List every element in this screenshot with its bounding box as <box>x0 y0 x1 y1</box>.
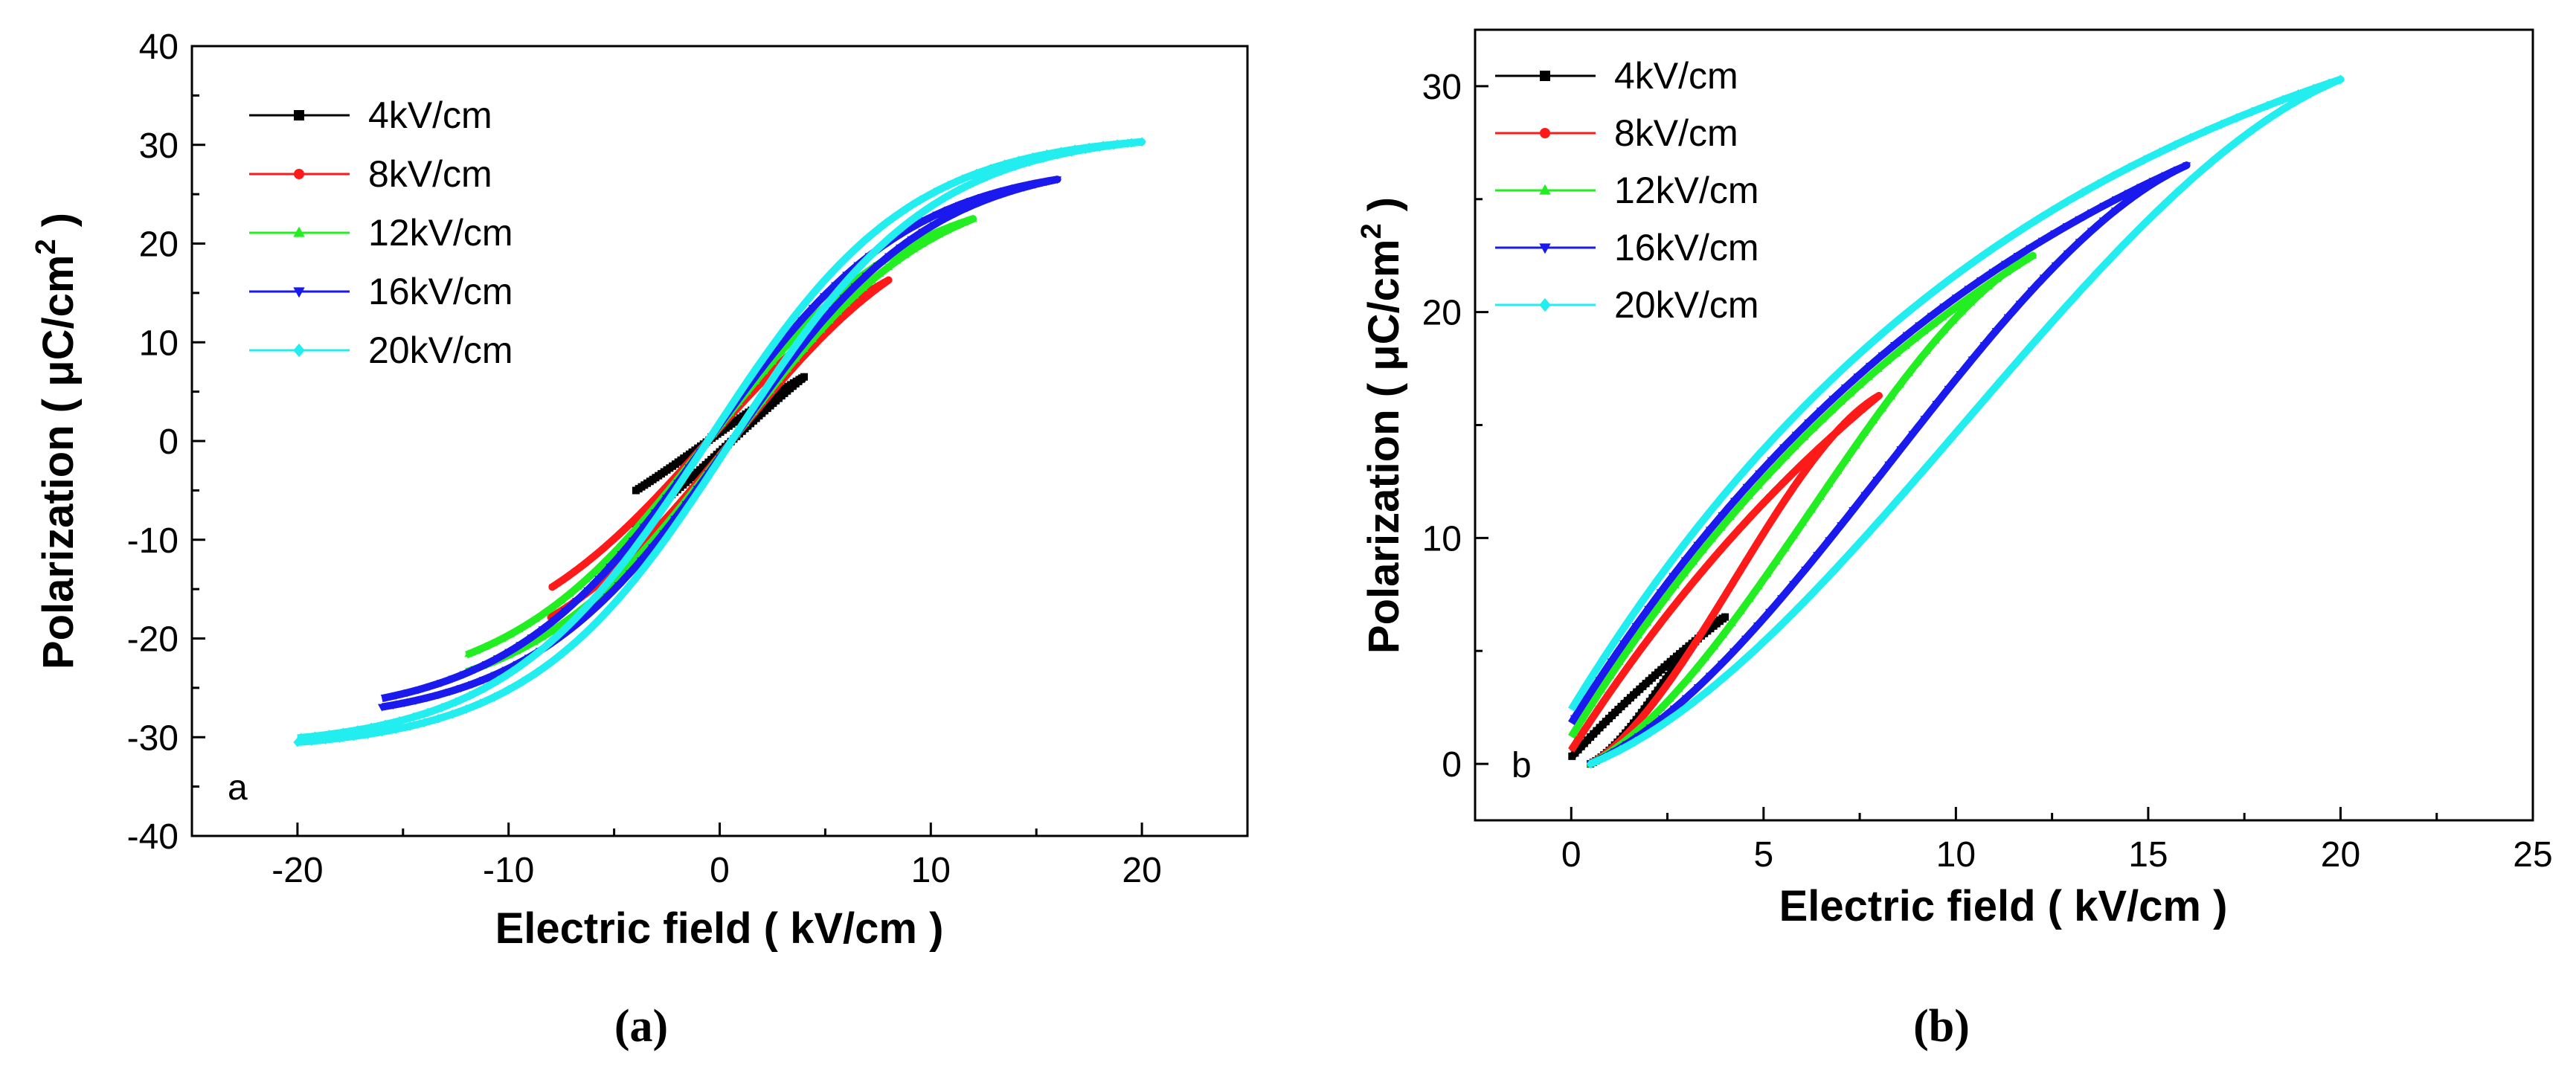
y-tick-label-b: 10 <box>1422 519 1462 559</box>
legend-marker <box>293 343 305 358</box>
legend-item-16kv-cm-a: 16kV/cm <box>249 271 513 312</box>
x-tick-label-b: 0 <box>1561 835 1581 875</box>
legend-marker <box>1540 71 1550 81</box>
y-tick-label-a: -30 <box>127 718 179 758</box>
legend-item-4kv-cm-a: 4kV/cm <box>249 94 492 136</box>
legend-label: 12kV/cm <box>1614 170 1759 211</box>
x-tick-label-b: 20 <box>2321 835 2360 875</box>
x-tick-label-a: 0 <box>710 851 730 890</box>
loops-b <box>1568 74 2345 769</box>
legend-item-16kv-cm-b: 16kV/cm <box>1495 227 1759 268</box>
y-tick-label-a: -20 <box>127 620 179 660</box>
y-tick-label-a: 10 <box>139 324 179 363</box>
panel-letter-b: b <box>1512 746 1532 785</box>
legend-item-8kv-cm-b: 8kV/cm <box>1495 112 1738 154</box>
legend-item-12kv-cm-a: 12kV/cm <box>249 212 513 254</box>
plot-frame-a <box>190 45 1249 837</box>
legend-marker <box>293 226 305 237</box>
tick-marks-b <box>1474 85 2534 820</box>
y-axis-title-b-sup: 2 <box>1356 223 1387 239</box>
y-tick-label-a: 40 <box>139 28 179 67</box>
tick-marks-a <box>190 45 1249 837</box>
legend-label: 12kV/cm <box>368 212 513 254</box>
series-20kv-cm-b <box>1568 74 2345 769</box>
caption-b: (b) <box>1913 1001 1970 1052</box>
tick-labels-b: 0 5 10 15 20 25 0 10 20 30 <box>1422 68 2553 875</box>
chart-panel-b: 0 5 10 15 20 25 0 10 20 30 4kV/cm 8kV/cm 12kV/cm 16k… <box>1356 28 2553 1052</box>
legend-label: 16kV/cm <box>368 271 513 312</box>
x-tick-label-b: 10 <box>1936 835 1976 875</box>
legend-marker <box>1540 128 1550 138</box>
y-axis-title-a: Polarization ( μC/cm2 ) <box>30 213 83 669</box>
x-tick-label-a: -10 <box>483 851 534 890</box>
x-tick-label-b: 25 <box>2513 835 2552 875</box>
panel-letter-a: a <box>228 768 248 808</box>
legend-item-20kv-cm-a: 20kV/cm <box>249 329 513 371</box>
loops-a <box>293 137 1146 747</box>
series-16kv-cm-b <box>1568 161 2191 769</box>
series-markers-12kv-cm-a <box>462 214 977 675</box>
legend-marker <box>1539 243 1551 254</box>
legend-b: 4kV/cm 8kV/cm 12kV/cm 16kV/cm 20kV/cm <box>1495 55 1759 326</box>
y-tick-label-b: 20 <box>1422 294 1462 333</box>
y-tick-label-a: -40 <box>127 817 179 857</box>
series-16kv-cm-a <box>377 176 1062 712</box>
legend-label: 4kV/cm <box>1614 55 1738 97</box>
y-tick-label-a: 0 <box>158 422 179 462</box>
series-8kv-cm-b <box>1568 392 1883 768</box>
y-tick-label-a: -10 <box>127 521 179 561</box>
legend-label: 8kV/cm <box>1614 112 1738 154</box>
tick-labels-a: -20 -10 0 10 20 -40 -30 -20 -10 0 10 20 30 40 <box>127 28 1162 890</box>
legend-label: 4kV/cm <box>368 94 492 136</box>
y-tick-label-b: 0 <box>1442 745 1462 785</box>
legend-item-4kv-cm-b: 4kV/cm <box>1495 55 1738 97</box>
series-12kv-cm-a <box>462 214 977 676</box>
legend-a: 4kV/cm 8kV/cm 12kV/cm 16kV/cm 20kV/cm <box>249 94 513 371</box>
legend-label: 8kV/cm <box>368 153 492 195</box>
y-axis-title-b-close: ) <box>1360 197 1408 223</box>
x-axis-title-b: Electric field ( kV/cm ) <box>1779 882 2228 930</box>
legend-label: 20kV/cm <box>1614 284 1759 326</box>
x-tick-label-a: 20 <box>1122 851 1161 890</box>
y-axis-title-a-sup: 2 <box>30 239 62 254</box>
x-tick-label-a: -20 <box>272 851 323 890</box>
legend-label: 20kV/cm <box>368 329 513 371</box>
series-line-16kv-cm-a <box>381 176 1061 711</box>
series-20kv-cm-a <box>293 137 1146 747</box>
legend-marker <box>294 110 304 120</box>
legend-marker <box>294 169 304 179</box>
legend-marker <box>1539 184 1551 195</box>
series-markers-16kv-cm-a <box>377 176 1062 712</box>
x-axis-title-a: Electric field ( kV/cm ) <box>495 904 944 953</box>
y-axis-title-a-close: ) <box>34 213 83 239</box>
y-tick-label-a: 20 <box>139 225 179 265</box>
y-axis-title-b-main: Polarization ( μC/cm <box>1360 239 1408 654</box>
y-axis-title-b: Polarization ( μC/cm2 ) <box>1356 197 1408 654</box>
series-8kv-cm-a <box>547 276 893 622</box>
chart-panel-a: -20 -10 0 10 20 -40 -30 -20 -10 0 10 20 30 40 4kV/cm 8… <box>30 28 1249 1052</box>
x-tick-label-a: 10 <box>911 851 951 890</box>
y-axis-title-a-main: Polarization ( μC/cm <box>34 255 83 670</box>
x-tick-label-b: 5 <box>1753 835 1773 875</box>
series-line-12kv-cm-a <box>464 215 977 676</box>
x-tick-label-b: 15 <box>2128 835 2168 875</box>
legend-item-12kv-cm-b: 12kV/cm <box>1495 170 1759 211</box>
legend-marker <box>293 287 305 298</box>
legend-item-20kv-cm-b: 20kV/cm <box>1495 284 1759 326</box>
caption-a: (a) <box>614 1001 668 1052</box>
y-tick-label-b: 30 <box>1422 68 1462 107</box>
y-tick-label-a: 30 <box>139 126 179 166</box>
series-12kv-cm-b <box>1568 251 2037 768</box>
legend-marker <box>1539 297 1551 312</box>
legend-label: 16kV/cm <box>1614 227 1759 268</box>
legend-item-8kv-cm-a: 8kV/cm <box>249 153 492 195</box>
